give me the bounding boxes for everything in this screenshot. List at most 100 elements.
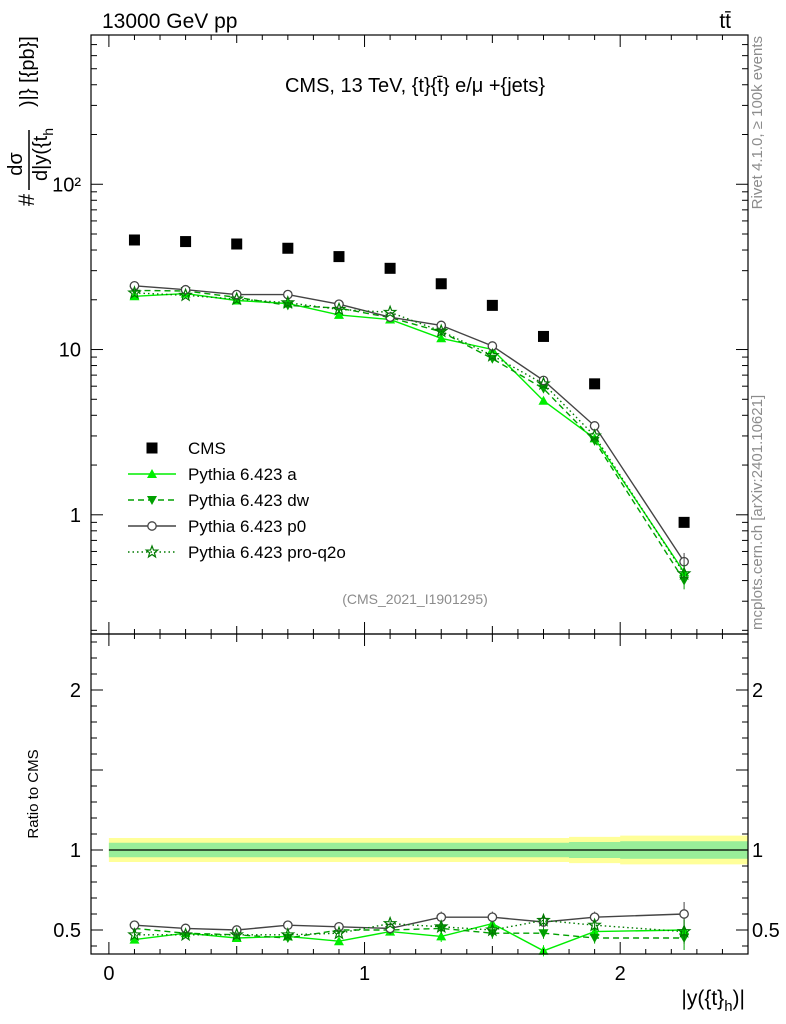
main-y-axis: 1 10 10² bbox=[52, 34, 749, 634]
data-point bbox=[436, 333, 447, 343]
data-point bbox=[435, 278, 447, 290]
data-point bbox=[536, 376, 551, 391]
ratio-point bbox=[280, 927, 296, 942]
ratio-point bbox=[129, 934, 140, 944]
data-point bbox=[436, 327, 447, 337]
y-label-suffix: )|} [{pb}] bbox=[17, 36, 39, 107]
legend-item: CMS bbox=[146, 439, 226, 458]
y-label-numerator: dσ bbox=[5, 152, 27, 176]
legend-item: Pythia 6.423 a bbox=[128, 465, 297, 484]
ratio-y-tick-label: 2 bbox=[70, 680, 81, 702]
ratio-point bbox=[333, 936, 344, 946]
series-pythia-6-423-p0 bbox=[129, 280, 689, 567]
x-tick-label: 1 bbox=[359, 963, 370, 985]
ratio-plot-content bbox=[108, 835, 748, 957]
ratio-point bbox=[676, 923, 692, 938]
data-point bbox=[333, 251, 345, 263]
ratio-y-tick-label: 0.5 bbox=[53, 920, 81, 942]
data-point bbox=[333, 309, 344, 319]
legend-label: Pythia 6.423 a bbox=[188, 465, 297, 484]
data-point bbox=[282, 242, 294, 254]
x-tick-label: 0 bbox=[103, 963, 114, 985]
series-line bbox=[134, 289, 685, 581]
ratio-point bbox=[538, 929, 549, 939]
series-pythia-6-423-dw bbox=[129, 286, 690, 586]
ratio-point bbox=[127, 927, 142, 942]
ratio-point bbox=[679, 909, 689, 919]
legend-marker bbox=[147, 496, 157, 505]
y-tick-label: 10 bbox=[59, 340, 81, 362]
ratio-point bbox=[587, 917, 602, 932]
data-point bbox=[537, 330, 549, 342]
data-point bbox=[485, 347, 500, 362]
legend-label: Pythia 6.423 p0 bbox=[188, 517, 306, 536]
ratio-point bbox=[487, 912, 498, 923]
ratio-series-pythia-6-423-p0 bbox=[129, 902, 689, 935]
data-point bbox=[280, 294, 296, 310]
x-axis: 0 1 2 bbox=[103, 634, 749, 985]
series-cms bbox=[128, 234, 690, 528]
beam-label: 13000 GeV pp bbox=[102, 10, 237, 33]
legend-marker bbox=[147, 521, 157, 531]
ratio-point bbox=[485, 922, 500, 937]
ratio-panel: 0.5 0.5 1 1 2 2 0 1 2 Ratio to CMS |y({t}h)| bbox=[25, 633, 780, 1015]
ratio-point bbox=[589, 934, 600, 943]
source-label: mcplots.cern.ch [arXiv:2401.10621] bbox=[749, 395, 766, 630]
data-point bbox=[678, 516, 690, 528]
analysis-tag: (CMS_2021_I1901295) bbox=[342, 591, 488, 607]
ratio-y-label: Ratio to CMS bbox=[25, 749, 42, 838]
ratio-point bbox=[229, 927, 245, 942]
data-point bbox=[433, 323, 449, 338]
legend-item: Pythia 6.423 p0 bbox=[128, 517, 306, 536]
legend-item: Pythia 6.423 dw bbox=[128, 491, 310, 510]
ratio-point bbox=[382, 915, 398, 930]
ratio-y-axis: 0.5 0.5 1 1 2 2 bbox=[53, 641, 780, 947]
y-label-prefix: # bbox=[14, 193, 39, 206]
ratio-line bbox=[134, 919, 685, 936]
chart-title: CMS, 13 TeV, {t}{t̄} e/μ +{jets} bbox=[285, 75, 545, 97]
rivet-version-label: Rivet 4.1.0, ≥ 100k events bbox=[749, 36, 766, 209]
ratio-point bbox=[536, 912, 551, 927]
data-point bbox=[382, 304, 398, 319]
ratio-frame bbox=[90, 633, 749, 955]
data-point bbox=[331, 301, 347, 316]
ratio-line bbox=[134, 922, 685, 952]
legend-marker bbox=[147, 469, 157, 478]
data-point bbox=[589, 378, 601, 390]
ratio-point bbox=[331, 925, 347, 940]
legend-label: Pythia 6.423 dw bbox=[188, 491, 310, 510]
ratio-line bbox=[134, 927, 685, 939]
data-point bbox=[384, 262, 396, 274]
x-axis-label: |y({t}h)| bbox=[681, 987, 745, 1015]
legend-marker bbox=[144, 544, 160, 559]
ratio-point bbox=[436, 931, 447, 941]
y-tick-label: 1 bbox=[70, 505, 81, 527]
data-point bbox=[538, 395, 549, 405]
ratio-y-tick-label-right: 0.5 bbox=[752, 920, 780, 942]
data-point bbox=[486, 299, 498, 311]
ratio-point bbox=[178, 927, 193, 942]
ratio-y-tick-label: 1 bbox=[70, 840, 81, 862]
legend-label: CMS bbox=[188, 439, 226, 458]
data-point bbox=[127, 285, 142, 300]
main-y-axis-label: # dσ d|y({th )|} [{pb}] bbox=[5, 36, 56, 206]
data-point bbox=[229, 291, 245, 306]
legend-item: Pythia 6.423 pro-q2o bbox=[128, 543, 346, 562]
legend-marker bbox=[146, 442, 158, 454]
main-plot-content bbox=[127, 234, 692, 590]
ratio-point bbox=[589, 926, 600, 936]
legend: CMS Pythia 6.423 a Pythia 6.423 dw Pythia 6… bbox=[128, 439, 346, 562]
data-point bbox=[231, 238, 243, 250]
data-point bbox=[128, 234, 140, 246]
y-label-denominator: d|y({th bbox=[30, 128, 56, 181]
ratio-y-tick-label-right: 1 bbox=[752, 840, 763, 862]
data-point bbox=[180, 236, 192, 248]
series-line bbox=[134, 292, 685, 575]
x-tick-label: 2 bbox=[615, 963, 626, 985]
y-tick-label: 10² bbox=[52, 174, 81, 196]
data-point bbox=[587, 428, 602, 443]
ratio-series-pythia-6-423-pro-q2o bbox=[127, 912, 692, 944]
process-label: tt̄ bbox=[719, 10, 731, 33]
